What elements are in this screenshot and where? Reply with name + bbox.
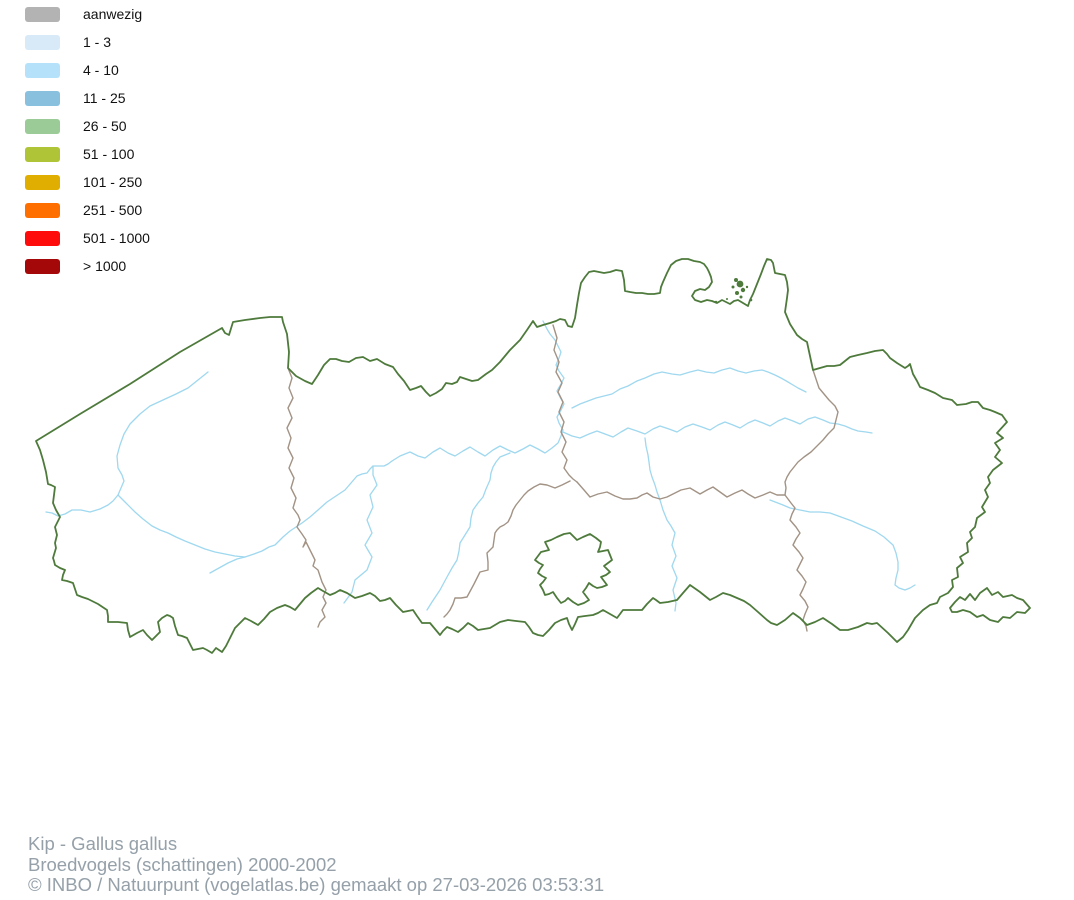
legend-label: 1 - 3 xyxy=(83,34,112,50)
legend-row: aanwezig xyxy=(25,0,150,28)
enclave-dot xyxy=(734,278,738,282)
enclave-dot xyxy=(740,287,746,293)
rivers xyxy=(45,320,916,612)
border-west-east-flanders xyxy=(286,367,327,628)
legend-label: 101 - 250 xyxy=(83,174,143,190)
voeren-exclave-outline xyxy=(949,587,1031,623)
border-antwerp-limburg xyxy=(784,369,839,496)
legend: aanwezig 1 - 3 4 - 10 11 - 25 26 - 50 51… xyxy=(25,0,150,280)
border-brabant-limburg xyxy=(784,494,809,632)
legend-label: 11 - 25 xyxy=(83,90,126,106)
legend-label: 251 - 500 xyxy=(83,202,143,218)
enclave-dot xyxy=(731,285,735,289)
river-gete xyxy=(769,499,916,591)
legend-row: > 1000 xyxy=(25,252,150,280)
legend-swatch xyxy=(25,62,60,78)
copyright-line: © INBO / Natuurpunt (vogelatlas.be) gema… xyxy=(28,874,605,896)
river-leie-upstream xyxy=(209,556,246,574)
enclave-dot xyxy=(726,298,728,300)
legend-row: 101 - 250 xyxy=(25,168,150,196)
enclave-dot xyxy=(745,285,749,289)
legend-swatch xyxy=(25,258,60,274)
region-outline xyxy=(35,258,1031,654)
river-dijle xyxy=(644,437,678,612)
river-demer xyxy=(562,416,873,439)
legend-label: aanwezig xyxy=(83,6,143,22)
flanders-outline xyxy=(35,258,1008,654)
legend-swatch xyxy=(25,202,60,218)
legend-swatch xyxy=(25,146,60,162)
legend-swatch xyxy=(25,6,60,22)
legend-label: 26 - 50 xyxy=(83,118,127,134)
legend-row: 1 - 3 xyxy=(25,28,150,56)
enclave-dot xyxy=(736,280,744,288)
border-eastflanders-brabant xyxy=(443,480,571,618)
legend-swatch xyxy=(25,34,60,50)
legend-row: 11 - 25 xyxy=(25,84,150,112)
legend-row: 501 - 1000 xyxy=(25,224,150,252)
survey-subtitle: Broedvogels (schattingen) 2000-2002 xyxy=(28,853,337,875)
river-schelde-upstream xyxy=(343,465,378,604)
river-nete xyxy=(571,367,807,409)
legend-row: 51 - 100 xyxy=(25,140,150,168)
border-schelde-antwerp xyxy=(552,324,578,483)
enclave-dot xyxy=(735,291,739,295)
enclave-dot xyxy=(749,298,753,302)
river-schelde xyxy=(391,320,565,462)
legend-label: 4 - 10 xyxy=(83,62,119,78)
brussels-hole-outline xyxy=(534,532,613,606)
river-dender xyxy=(426,452,511,611)
province-borders xyxy=(286,324,839,632)
legend-swatch xyxy=(25,230,60,246)
legend-row: 4 - 10 xyxy=(25,56,150,84)
legend-label: > 1000 xyxy=(83,258,127,274)
legend-swatch xyxy=(25,174,60,190)
river-leie xyxy=(117,460,393,558)
legend-swatch xyxy=(25,118,60,134)
legend-label: 51 - 100 xyxy=(83,146,135,162)
legend-row: 251 - 500 xyxy=(25,196,150,224)
legend-swatch xyxy=(25,90,60,106)
enclave-dot xyxy=(714,300,718,304)
river-ijzer xyxy=(45,371,209,517)
legend-label: 501 - 1000 xyxy=(83,230,150,246)
baarle-hertog-dots xyxy=(714,278,753,304)
border-antwerp-brabant xyxy=(576,481,786,500)
enclave-dot xyxy=(739,295,743,299)
legend-row: 26 - 50 xyxy=(25,112,150,140)
map-footer: Kip - Gallus gallus Broedvogels (schatti… xyxy=(28,833,605,896)
species-title: Kip - Gallus gallus xyxy=(28,833,178,854)
